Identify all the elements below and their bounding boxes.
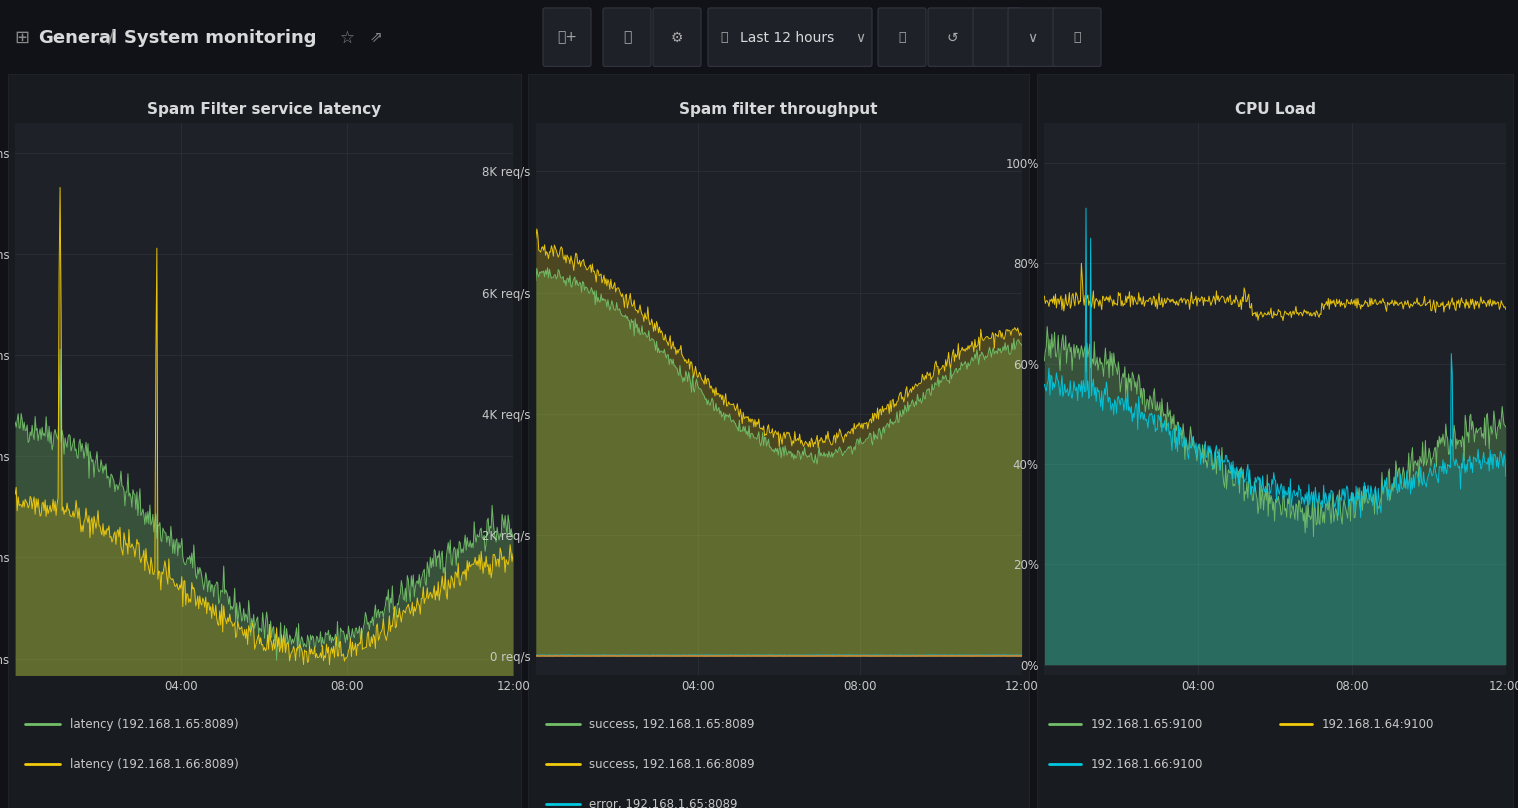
Text: 192.168.1.64:9100: 192.168.1.64:9100 xyxy=(1321,718,1433,731)
Text: latency (192.168.1.65:8089): latency (192.168.1.65:8089) xyxy=(70,718,238,731)
Text: latency (192.168.1.66:8089): latency (192.168.1.66:8089) xyxy=(70,758,238,771)
FancyBboxPatch shape xyxy=(927,8,976,66)
FancyBboxPatch shape xyxy=(1008,8,1057,66)
Text: System monitoring: System monitoring xyxy=(124,28,316,47)
FancyBboxPatch shape xyxy=(707,8,871,66)
FancyBboxPatch shape xyxy=(877,8,926,66)
Text: /: / xyxy=(108,28,114,47)
Title: Spam Filter service latency: Spam Filter service latency xyxy=(147,103,381,117)
Text: 192.168.1.65:9100: 192.168.1.65:9100 xyxy=(1090,718,1202,731)
FancyBboxPatch shape xyxy=(1053,8,1101,66)
Text: ∨: ∨ xyxy=(855,31,865,44)
Text: success, 192.168.1.66:8089: success, 192.168.1.66:8089 xyxy=(589,758,754,771)
FancyBboxPatch shape xyxy=(603,8,651,66)
Text: Last 12 hours: Last 12 hours xyxy=(739,31,835,44)
Text: ☆: ☆ xyxy=(340,28,355,47)
Text: ⚙: ⚙ xyxy=(671,31,683,44)
Text: ⏱: ⏱ xyxy=(720,32,727,44)
Text: error, 192.168.1.65:8089: error, 192.168.1.65:8089 xyxy=(589,797,738,808)
Text: 🔍: 🔍 xyxy=(899,32,906,44)
Text: ↺: ↺ xyxy=(946,31,958,44)
FancyBboxPatch shape xyxy=(543,8,591,66)
Title: Spam filter throughput: Spam filter throughput xyxy=(680,103,877,117)
FancyBboxPatch shape xyxy=(973,8,1022,66)
Text: 🖥: 🖥 xyxy=(1073,32,1081,44)
Text: success, 192.168.1.65:8089: success, 192.168.1.65:8089 xyxy=(589,718,754,731)
Text: 💾: 💾 xyxy=(622,31,631,44)
Text: ⊞: ⊞ xyxy=(14,28,29,47)
Text: 📊+: 📊+ xyxy=(557,31,577,44)
Text: ∨: ∨ xyxy=(1028,31,1037,44)
FancyBboxPatch shape xyxy=(653,8,701,66)
Title: CPU Load: CPU Load xyxy=(1234,103,1316,117)
Text: ⇗: ⇗ xyxy=(370,30,383,45)
Text: General: General xyxy=(38,28,117,47)
Text: 192.168.1.66:9100: 192.168.1.66:9100 xyxy=(1090,758,1202,771)
